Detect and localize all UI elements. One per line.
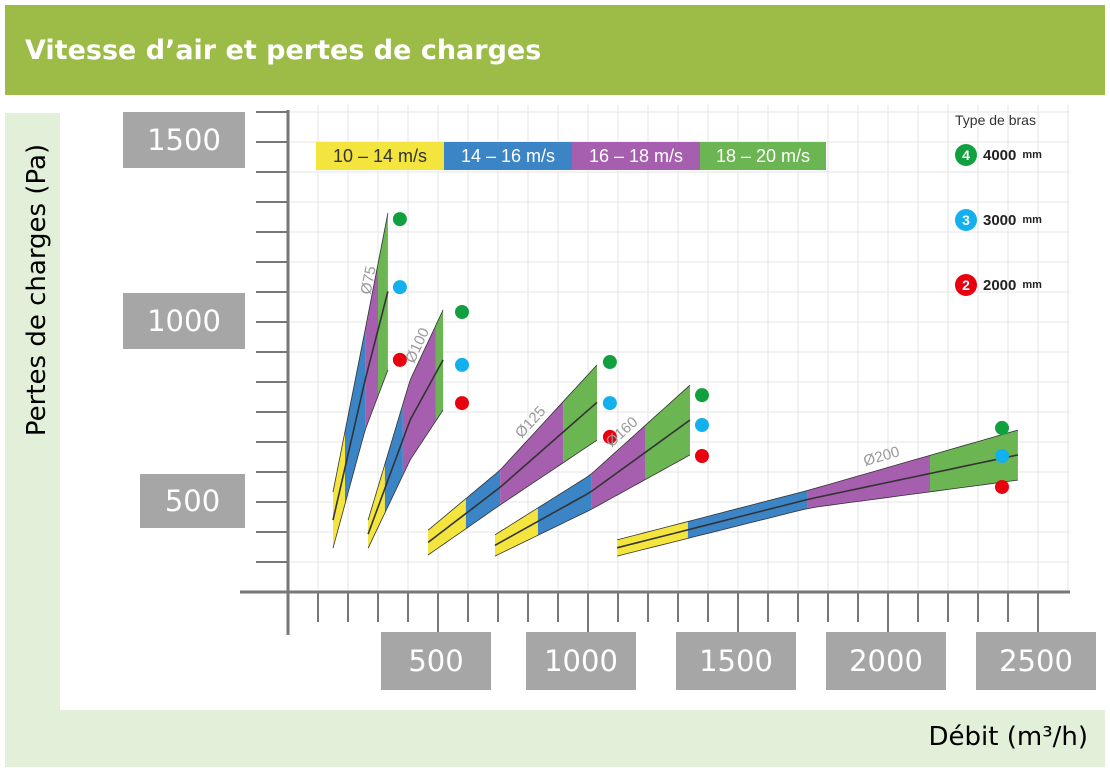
arm-legend-item-2000: 2 2000 mm (955, 274, 1042, 296)
band-lower-edge (367, 409, 444, 549)
arm-dot-2000 (392, 352, 407, 367)
y-tick-label: 1500 (123, 112, 245, 168)
band-center-line (332, 291, 389, 521)
band-segment-Ø100 (368, 464, 385, 549)
band-segment-Ø100 (402, 325, 436, 476)
band-center-line (367, 359, 444, 535)
band-segment-Ø200 (930, 430, 1018, 492)
band-upper-edge (616, 429, 1019, 541)
band-segment-Ø160 (591, 425, 645, 510)
arm-number-3-icon: 3 (955, 209, 977, 231)
band-segment-Ø125 (428, 498, 466, 555)
band-segment-Ø125 (563, 364, 597, 463)
band-lower-edge (427, 439, 598, 556)
band-segment-Ø75 (365, 263, 378, 431)
arm-dot-2000 (995, 479, 1009, 494)
chart-title: Vitesse d’air et pertes de charges (25, 35, 542, 66)
band-center-line (427, 401, 598, 544)
band-upper-edge (367, 309, 444, 521)
band-segment-Ø100 (384, 404, 403, 513)
x-tick-label: 1500 (676, 632, 796, 690)
arm-unit: mm (1022, 279, 1042, 291)
arm-dot-3000 (455, 357, 469, 372)
band-segment-Ø160 (537, 473, 592, 536)
legend-velocity-14-16: 14 – 16 m/s (444, 142, 572, 170)
band-lower-edge (617, 479, 1018, 557)
band-upper-edge (332, 212, 389, 493)
arm-dot-4000 (602, 355, 617, 370)
x-tick-label: 2500 (976, 632, 1096, 690)
arm-legend-title: Type de bras (955, 112, 1036, 128)
diameter-label: Ø75 (358, 265, 380, 296)
x-tick-label: 1000 (526, 632, 636, 690)
arm-unit: mm (1022, 214, 1042, 226)
legend-velocity-16-18: 16 – 18 m/s (572, 142, 700, 170)
band-lower-edge (332, 369, 389, 549)
arm-dot-3000 (392, 280, 407, 295)
band-segment-Ø125 (500, 401, 564, 505)
arm-legend-item-4000: 4 4000 mm (955, 144, 1042, 166)
x-tick-label: 2000 (826, 632, 946, 690)
band-segment-Ø75 (333, 431, 345, 549)
arm-dot-4000 (455, 305, 469, 319)
arm-length: 4000 (983, 146, 1017, 164)
y-tick-label: 500 (140, 474, 245, 528)
arm-legend-item-3000: 3 3000 mm (955, 209, 1042, 231)
legend-velocity-18-20: 18 – 20 m/s (700, 142, 826, 170)
arm-length: 3000 (983, 211, 1017, 229)
arm-dot-2000 (455, 396, 469, 411)
arm-dot-4000 (695, 388, 709, 403)
arm-dot-4000 (995, 420, 1009, 435)
arm-dot-4000 (392, 212, 407, 227)
arm-length: 2000 (983, 276, 1017, 294)
arm-dot-3000 (695, 418, 709, 433)
arm-dot-2000 (602, 429, 617, 444)
band-segment-Ø200 (807, 455, 930, 509)
band-segment-Ø160 (495, 507, 538, 557)
band-segment-Ø75 (345, 330, 366, 505)
band-upper-edge (427, 364, 598, 531)
arm-dot-3000 (995, 449, 1009, 463)
x-tick-label: 500 (381, 632, 491, 690)
arm-unit: mm (1022, 149, 1042, 161)
y-tick-label: 1000 (123, 293, 245, 349)
x-axis-label: Débit (m³/h) (928, 722, 1088, 752)
band-lower-edge (494, 454, 691, 557)
band-segment-Ø160 (645, 385, 690, 480)
band-segment-Ø75 (378, 213, 388, 397)
band-upper-edge (494, 384, 691, 536)
legend-velocity-10-14: 10 – 14 m/s (316, 142, 444, 170)
title-bar: Vitesse d’air et pertes de charges (5, 5, 1105, 95)
band-segment-Ø125 (465, 470, 501, 529)
arm-dot-2000 (695, 449, 709, 463)
arm-number-4-icon: 4 (955, 144, 977, 166)
arm-dot-3000 (602, 396, 617, 411)
arm-number-2-icon: 2 (955, 274, 977, 296)
band-center-line (616, 454, 1019, 549)
band-center-line (494, 419, 691, 546)
